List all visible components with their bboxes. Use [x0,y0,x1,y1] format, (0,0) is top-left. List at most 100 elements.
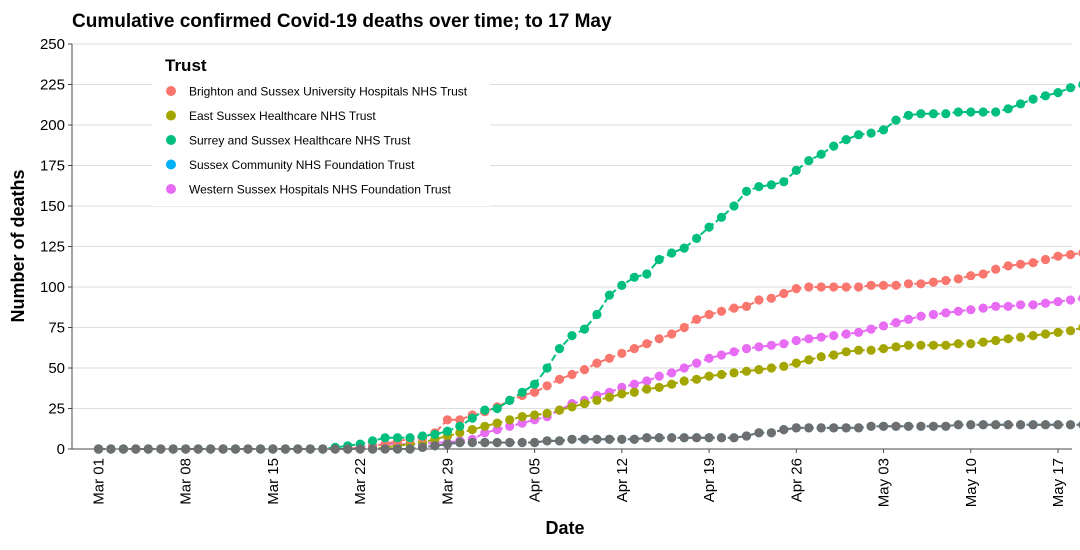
series-3-point [766,180,777,190]
series-2-point [667,379,677,389]
series-extra-point [816,423,826,433]
series-3-point [642,269,652,279]
series-extra-point [941,421,951,431]
series-extra-point [866,421,876,431]
series-2-point [991,335,1001,346]
series-3-point [629,272,639,282]
legend-label: Brighton and Sussex University Hospitals… [189,85,468,99]
series-extra-point [206,444,216,454]
series-5-point [829,331,839,341]
series-extra-point [928,421,939,431]
series-2-point [654,382,664,392]
series-2-point [716,369,727,380]
series-1-point [604,353,615,363]
series-3-point [841,135,851,145]
series-5-line [98,297,1080,450]
series-extra-point [829,423,839,433]
series-extra-point [791,423,801,433]
y-tick-label: 200 [40,117,65,134]
series-2-point [766,363,777,373]
series-extra-point [143,444,153,454]
series-2-point [467,425,477,435]
legend-swatch [166,159,176,170]
x-tick-label: Apr 26 [788,458,805,502]
series-extra-point [218,444,228,454]
series-1-point [704,309,714,320]
series-extra-point [579,434,590,444]
series-5-point [741,344,752,354]
series-2-point [530,410,540,420]
series-2-point [1053,327,1063,337]
series-extra-point [505,437,515,448]
series-3-point [667,248,677,258]
series-2-point [1016,332,1026,342]
series-3-point [991,107,1001,117]
series-5-point [517,418,527,428]
series-5-point [791,335,801,346]
series-5-point [1003,301,1013,311]
series-2-point [480,421,490,431]
legend-label: Surrey and Sussex Healthcare NHS Trust [189,134,411,148]
series-3-point [604,290,615,300]
series-3-point [505,395,515,405]
series-1-point [841,282,851,292]
series-2-point [791,358,801,368]
series-extra-point [654,433,664,443]
series-extra-point [131,444,141,454]
series-2-point [741,366,752,376]
series-1-point [878,280,889,290]
series-extra-point [804,423,814,433]
series-extra-point [455,437,465,448]
series-1-point [978,269,988,279]
series-5-point [704,353,714,363]
series-extra-point [255,444,266,454]
series-2-point [916,340,926,350]
x-tick-label: May 17 [1050,458,1067,507]
series-3-point [704,222,714,232]
series-1-point [1003,261,1013,271]
series-extra-point [280,444,290,454]
series-1-point [1065,250,1076,260]
series-3-point [492,403,502,414]
series-1-point [716,306,727,316]
series-1-point [829,282,839,292]
series-2-point [592,395,602,405]
series-extra-point [1065,420,1076,430]
series-extra [93,420,1080,454]
plot-area [93,80,1080,454]
series-3-point [928,109,939,119]
series-2-point [1028,331,1038,341]
series-2-point [903,340,914,350]
series-1-point [779,288,789,299]
series-1-point [579,365,590,375]
series-extra-point [716,433,727,443]
series-3-point [1053,88,1063,98]
series-1-point [692,314,702,324]
series-3-point [430,429,440,439]
series-extra-point [480,437,490,448]
series-5-point [1053,297,1063,307]
series-3-point [442,426,452,436]
series-2-point [854,345,864,355]
series-3-point [854,130,864,140]
series-extra-point [754,428,764,438]
y-axis-title: Number of deaths [8,169,28,322]
series-3-point [579,324,590,334]
y-axis: 0 25 50 75 100 125 150 175 200 225 250 [40,36,73,458]
series-1-point [442,415,452,425]
series-5-point [480,428,490,438]
series-extra-point [704,433,714,443]
series-extra-point [629,434,639,444]
series-extra-point [878,421,889,431]
series-extra-point [93,444,104,454]
series-extra-point [991,420,1001,430]
series-2-point [978,337,988,347]
series-1-point [679,322,689,333]
series-extra-point [193,444,203,454]
series-extra-point [903,421,914,431]
series-extra-point [392,444,403,454]
series-3-point [729,201,739,211]
series-extra-point [243,444,253,454]
x-axis: Mar 01 Mar 08 Mar 15 Mar 22 Mar 29 Apr 05 Apr … [72,448,1072,507]
legend-label: East Sussex Healthcare NHS Trust [189,109,376,123]
